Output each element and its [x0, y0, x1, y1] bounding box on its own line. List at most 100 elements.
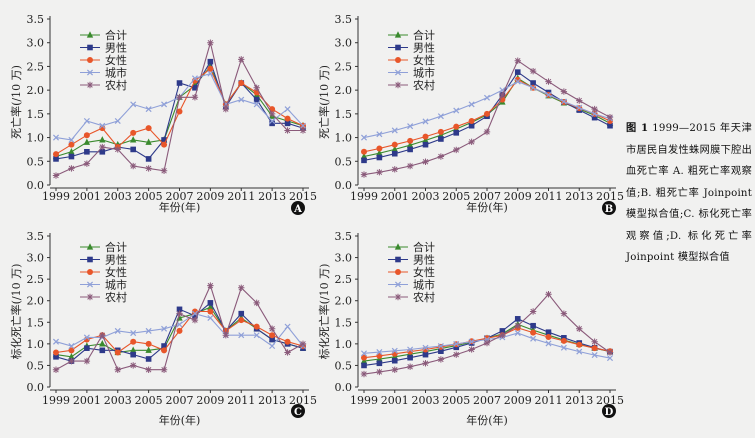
- data-point: [161, 101, 168, 108]
- data-point: [437, 342, 444, 350]
- data-point: [299, 122, 307, 129]
- data-point: [207, 65, 214, 72]
- data-point: [391, 357, 398, 364]
- x-tick-label: 2005: [135, 394, 163, 407]
- data-point: [360, 350, 368, 357]
- y-tick-label: 3.5: [27, 230, 45, 243]
- data-point: [530, 322, 536, 329]
- legend-marker: [86, 293, 94, 301]
- data-point: [453, 146, 460, 154]
- data-point: [192, 84, 198, 91]
- y-tick-label: 1.0: [27, 338, 45, 351]
- series-line: [55, 284, 304, 371]
- data-point: [422, 351, 429, 358]
- data-point: [361, 157, 367, 164]
- y-tick-label: 0.5: [27, 359, 45, 372]
- data-point: [422, 118, 429, 125]
- data-point: [606, 349, 614, 356]
- data-point: [453, 344, 460, 351]
- data-point: [130, 330, 137, 337]
- data-point: [376, 368, 383, 376]
- figure-caption: 图 1 1999—2015 年天津市居民自发性蛛网膜下腔出血死亡率 A. 粗死亡…: [626, 118, 752, 269]
- data-point: [391, 166, 398, 173]
- y-tick-label: 1.5: [27, 108, 45, 121]
- y-tick-label: 0.5: [27, 155, 45, 168]
- data-point: [284, 127, 291, 134]
- y-tick-label: 2.0: [335, 84, 353, 97]
- data-point: [145, 106, 152, 113]
- data-point: [68, 357, 75, 365]
- legend-marker: [87, 44, 93, 51]
- legend-marker: [394, 31, 402, 38]
- data-point: [222, 105, 230, 113]
- x-tick-label: 2001: [381, 190, 409, 203]
- data-point: [207, 303, 214, 310]
- x-axis-label: 年份(年): [159, 200, 201, 214]
- data-point: [437, 356, 445, 363]
- data-point: [99, 122, 106, 129]
- data-point: [422, 136, 429, 144]
- legend-marker: [87, 256, 93, 263]
- y-tick-label: 3.5: [27, 13, 45, 26]
- data-point: [407, 137, 414, 144]
- legend-marker: [86, 81, 94, 89]
- data-point: [422, 141, 429, 148]
- data-point: [176, 80, 183, 86]
- legend-label: 农村: [413, 290, 435, 304]
- data-point: [606, 355, 614, 362]
- legend-marker: [394, 69, 402, 76]
- data-point: [130, 101, 137, 108]
- data-point: [391, 366, 398, 373]
- data-point: [269, 117, 276, 124]
- data-point: [84, 345, 90, 351]
- data-point: [437, 153, 445, 160]
- series-农村: [52, 39, 307, 179]
- x-tick-label: 2007: [166, 394, 194, 407]
- legend-label: 男性: [413, 41, 435, 55]
- data-point: [406, 162, 414, 170]
- y-tick-label: 1.5: [27, 316, 45, 329]
- data-point: [176, 321, 183, 328]
- legend-marker: [394, 293, 402, 301]
- data-point: [83, 132, 90, 139]
- data-point: [545, 340, 552, 347]
- data-point: [52, 134, 60, 141]
- data-point: [376, 349, 383, 356]
- legend-label: 合计: [413, 28, 435, 42]
- legend-marker: [87, 57, 93, 63]
- data-point: [437, 113, 444, 120]
- legend-marker: [394, 281, 402, 288]
- data-point: [238, 80, 245, 87]
- data-point: [238, 317, 245, 324]
- data-point: [207, 308, 214, 315]
- x-tick-label: 2009: [196, 190, 224, 203]
- data-point: [299, 340, 307, 348]
- data-point: [560, 344, 567, 351]
- data-point: [99, 332, 106, 339]
- data-point: [530, 335, 537, 342]
- data-point: [545, 333, 552, 340]
- x-tick-label: 2001: [381, 394, 409, 407]
- x-tick-label: 2003: [412, 190, 440, 203]
- data-point: [591, 110, 598, 117]
- legend-label: 男性: [105, 41, 127, 55]
- data-point: [68, 347, 75, 354]
- data-point: [284, 338, 291, 345]
- data-point: [129, 162, 137, 170]
- data-point: [468, 346, 475, 353]
- data-point: [360, 134, 368, 141]
- data-point: [99, 347, 106, 354]
- x-axis-label: 年份(年): [159, 413, 201, 427]
- panel-label: C: [294, 407, 302, 418]
- panel-D: 0.0 0.5 1.0 1.5 2.0 2.5 3.0 3.5 1999 2001 2003 2005…: [317, 230, 624, 427]
- panel-badge: [291, 201, 305, 215]
- legend-marker: [87, 269, 93, 275]
- x-tick-label: 2005: [442, 190, 470, 203]
- data-point: [576, 325, 583, 332]
- x-tick-label: 1999: [350, 394, 378, 407]
- data-point: [376, 154, 383, 161]
- y-tick-label: 2.5: [335, 60, 353, 73]
- panel-C: 0.0 0.5 1.0 1.5 2.0 2.5 3.0 3.5 1999 2001 2003 2005…: [9, 230, 317, 427]
- x-axis-label: 年份(年): [466, 413, 508, 427]
